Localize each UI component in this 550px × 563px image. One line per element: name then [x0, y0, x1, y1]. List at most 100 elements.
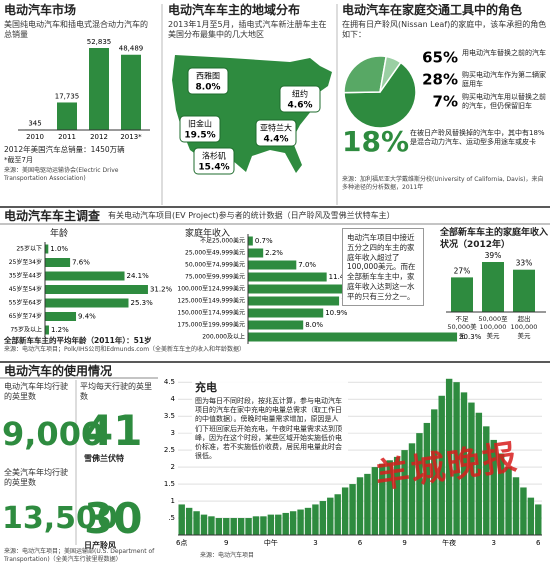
bar — [260, 516, 267, 535]
y-tick-label: 25,000至49,999美元 — [185, 249, 245, 257]
value-label: 8.0% — [305, 321, 323, 329]
bar — [312, 504, 319, 535]
region-value: 4.6% — [288, 101, 313, 111]
bar — [230, 518, 237, 535]
subtitle: 在拥有日产聆风(Nissan Leaf)的家庭中，该车承担的角色如下： — [342, 20, 547, 40]
source: 来源：电动汽车项目；Polk/IHS公司和Edmunds.com（全美新车车主的… — [4, 346, 246, 353]
x-tick-label: 2013* — [120, 133, 142, 141]
bar — [248, 248, 264, 258]
value-label: 17,735 — [55, 92, 80, 100]
note: 全部新车车主的平均年龄（2011年）：51岁 — [4, 336, 152, 345]
x-tick-label: 9 — [402, 539, 406, 547]
bar — [379, 463, 386, 535]
bar — [483, 426, 490, 535]
value-label: 7% — [433, 93, 458, 111]
slice-description: 购买电动汽车用以替换之前的汽车，但仍保留旧车 — [462, 93, 546, 111]
bar — [482, 262, 504, 312]
x-tick-label: 50,000至100,000美元 — [478, 315, 508, 340]
bar — [497, 453, 505, 535]
subtitle: 美国纯电动汽车和插电式混合动力汽车的总销量 — [4, 20, 148, 40]
value-label: 7.0% — [298, 261, 316, 269]
value-label: 65% — [422, 49, 458, 67]
bar — [453, 382, 460, 535]
value-label: 1.0% — [50, 245, 68, 253]
bar — [490, 439, 497, 535]
x-tick-label: 6 — [536, 539, 541, 547]
region-label-box — [193, 147, 235, 175]
stat-value: 41 — [84, 406, 143, 455]
y-tick-label: 25岁以下 — [16, 245, 42, 253]
x-tick-label: 不足50,000美元 — [447, 315, 477, 340]
section-title: 电动汽车车主调查 — [4, 209, 101, 223]
x-tick-label: 2012 — [90, 133, 108, 141]
bar — [386, 460, 393, 535]
x-tick-label: 6 — [358, 539, 363, 547]
bar — [237, 518, 245, 535]
chart-title: 充电 — [195, 381, 217, 394]
y-tick-label: 50,000至74,999美元 — [185, 261, 245, 269]
value-label: 0.7% — [255, 237, 273, 245]
value-label: 27% — [454, 266, 471, 275]
stat-sub: 日产聆风 — [84, 541, 116, 550]
value-label: 31.2% — [150, 286, 173, 294]
bar — [505, 467, 512, 535]
stat-label: 全美汽车年均行驶的英里数 — [4, 468, 68, 488]
description: 图为每日不同时段，按兆瓦计算，参与电动汽车项目的汽车在家中充电的电量总需求（取工… — [195, 397, 342, 460]
bar — [341, 487, 349, 535]
x-tick-label: 6点 — [176, 539, 187, 547]
region-label-box — [187, 67, 229, 95]
y-tick-label: 65岁至74岁 — [9, 312, 42, 320]
bar — [513, 269, 535, 312]
title: 电动汽车车主的地域分布 — [168, 3, 301, 17]
region-label-box — [279, 85, 321, 113]
bar — [304, 507, 312, 535]
bar — [45, 258, 71, 267]
bar — [356, 477, 364, 535]
y-tick-label: 1 — [171, 497, 175, 505]
region-name: 旧金山 — [188, 119, 212, 129]
stat-value: 30 — [84, 494, 143, 543]
y-tick-label: 4.5 — [164, 378, 175, 386]
y-tick-label: 55岁至64岁 — [9, 299, 42, 307]
bar — [248, 320, 304, 330]
x-tick-label: 中午 — [264, 538, 278, 547]
title: 电动汽车在家庭交通工具中的角色 — [342, 3, 523, 17]
bar — [248, 272, 327, 282]
y-tick-label: 2 — [171, 463, 175, 471]
x-tick-label: 3 — [313, 539, 317, 547]
value-label: 11.4% — [329, 273, 352, 281]
bar — [45, 285, 148, 294]
bar — [393, 456, 401, 535]
bar — [45, 312, 77, 321]
source: 来源：美国电驱动运输协会(Electric Drive Transportati… — [4, 167, 119, 182]
y-tick-label: 100,000至124,999美元 — [177, 285, 245, 293]
y-tick-label: 150,000至174,999美元 — [177, 309, 245, 317]
pie-slice — [379, 55, 402, 93]
bar — [45, 325, 49, 335]
pie-slice — [343, 61, 417, 129]
region-value: 4.4% — [264, 135, 289, 145]
chart-title: 年龄 — [50, 229, 69, 239]
value-label: 345 — [28, 119, 41, 127]
bar — [248, 296, 340, 306]
bar — [371, 467, 379, 535]
bar — [460, 392, 468, 535]
region-value: 19.5% — [184, 131, 215, 141]
bar — [248, 308, 324, 318]
note-box: 电动汽车项目中接近五分之四的车主的家庭年收入超过了100,000美元。而在全部新… — [342, 228, 424, 307]
title: 电动汽车市场 — [4, 3, 77, 17]
region-label-box — [179, 115, 221, 143]
note: *截至7月 — [4, 156, 33, 164]
value-label: 24.1% — [127, 272, 150, 280]
highlight-text: 在被日产聆风替换掉的汽车中，其中有18%是混合动力汽车、运动型多用途车或皮卡 — [410, 129, 545, 147]
bar — [438, 395, 445, 535]
value-label: 7.6% — [72, 259, 90, 267]
y-tick-label: 175,000至199,999美元 — [177, 321, 245, 329]
bar — [535, 504, 542, 535]
value-label: 9.4% — [78, 313, 96, 321]
bar — [45, 271, 125, 281]
source: 来源：电动汽车项目 — [200, 552, 255, 559]
x-tick-label: 2011 — [58, 133, 76, 141]
value-label: 52,835 — [87, 38, 112, 46]
